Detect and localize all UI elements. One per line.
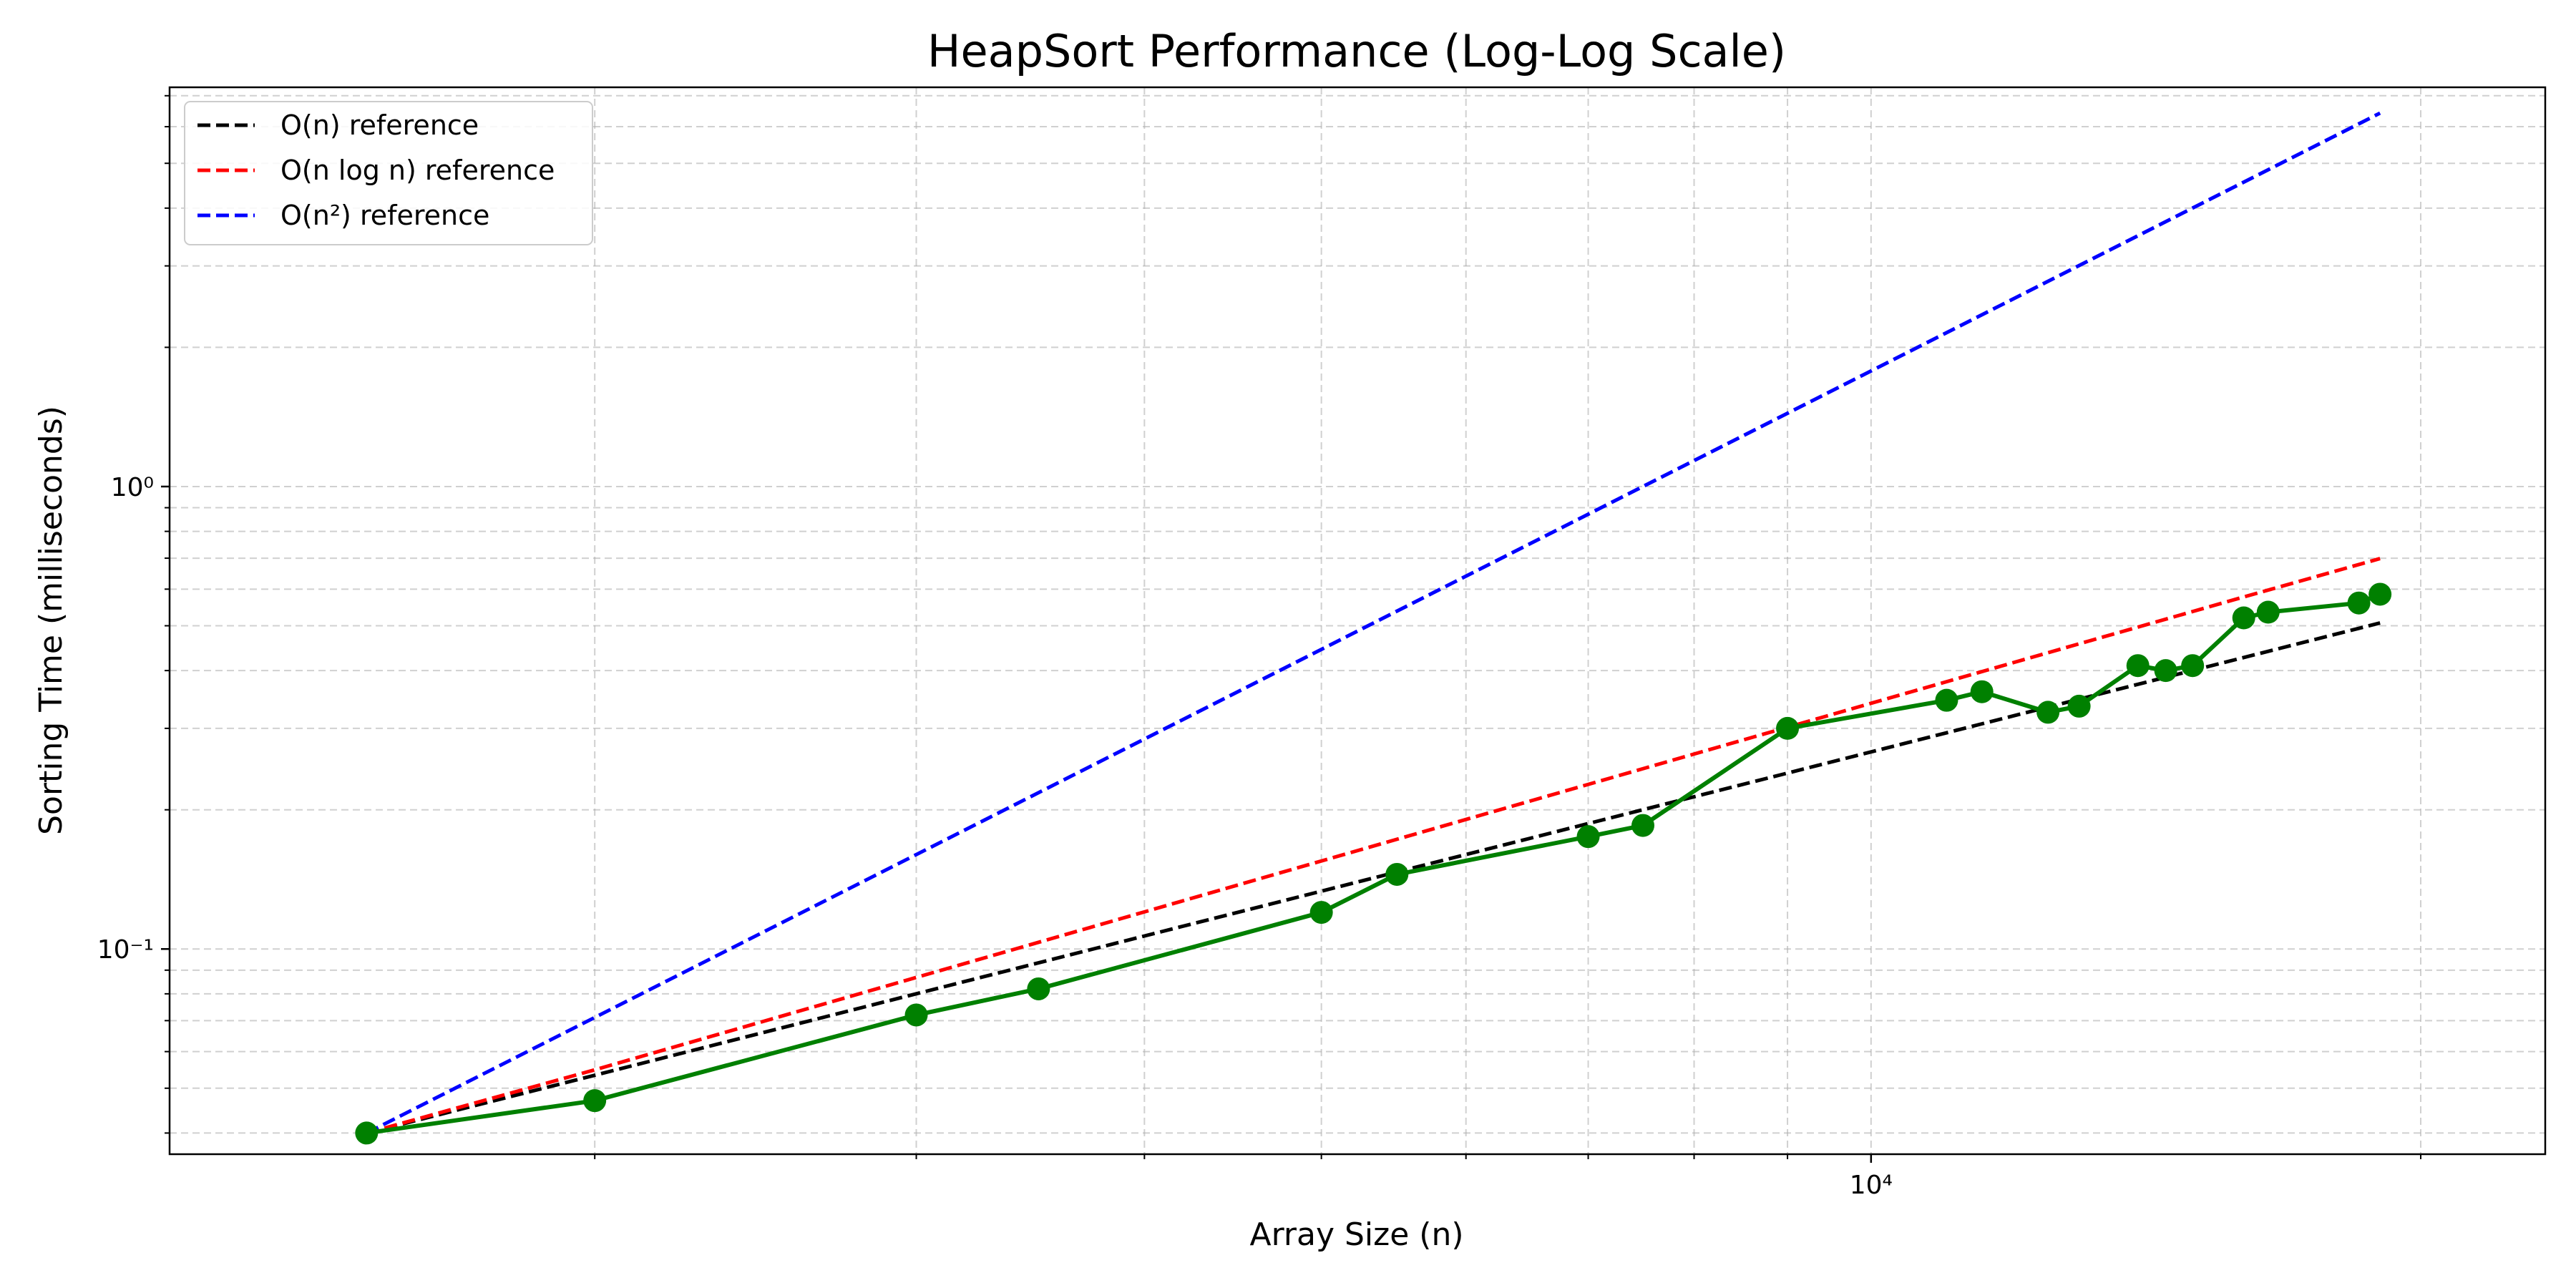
data-point	[355, 1121, 379, 1145]
data-point	[2126, 654, 2150, 678]
data-point	[2181, 654, 2205, 678]
data-point	[2067, 694, 2091, 718]
series-line-3	[366, 592, 2381, 1136]
data-point	[1935, 688, 1958, 712]
legend-label-1: O(n log n) reference	[280, 155, 555, 186]
plot-area-frame	[168, 86, 2547, 1156]
data-point	[2347, 591, 2371, 615]
data-point	[1309, 901, 1333, 924]
legend: O(n) reference O(n log n) reference O(n²) …	[184, 101, 593, 245]
data-markers	[355, 582, 2392, 1145]
data-point	[904, 1003, 928, 1027]
y-tick-label: 10⁻¹	[97, 935, 154, 965]
grid-lines	[170, 87, 2545, 1154]
y-tick-label: 10⁰	[111, 473, 154, 502]
legend-label-0: O(n) reference	[280, 109, 479, 141]
data-point	[2154, 659, 2177, 683]
data-point	[1631, 814, 1655, 837]
series-line-2	[366, 111, 2381, 1135]
legend-label-2: O(n²) reference	[280, 200, 489, 231]
data-point	[2036, 701, 2060, 724]
data-point	[1776, 716, 1800, 740]
x-tick-label: 10⁴	[1850, 1171, 1893, 1200]
series-line-1	[366, 557, 2381, 1135]
data-point	[1970, 680, 1994, 703]
x-axis-label: Array Size (n)	[1249, 1216, 1463, 1253]
legend-box	[184, 101, 593, 245]
data-point	[583, 1089, 607, 1113]
data-point	[1385, 862, 1409, 886]
data-point	[1576, 825, 1600, 849]
data-point	[2232, 606, 2255, 630]
data-point	[2256, 600, 2280, 624]
y-axis-label: Sorting Time (milliseconds)	[33, 406, 69, 835]
data-point	[2368, 582, 2392, 606]
axis-ticks: 10⁴ 10⁻¹ 10⁰	[97, 94, 2422, 1200]
chart-title: HeapSort Performance (Log-Log Scale)	[927, 25, 1786, 77]
data-point	[1027, 977, 1050, 1000]
